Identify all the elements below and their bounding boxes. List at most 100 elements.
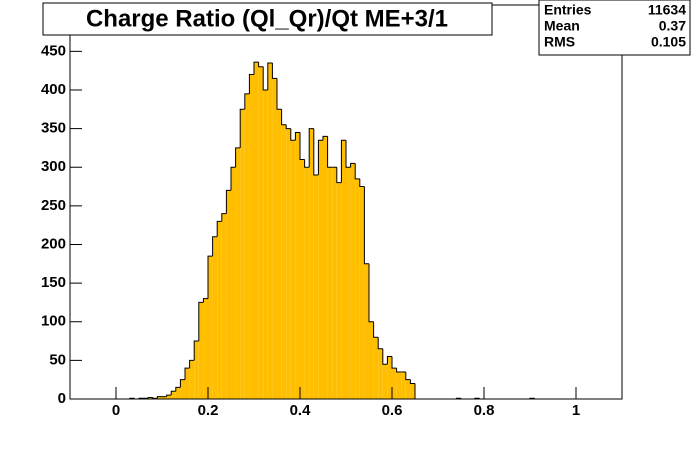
bar [313,174,319,399]
bar [254,62,259,399]
x-tick-label: 0.8 [474,402,495,419]
bar-outline [184,367,190,380]
bar [277,109,282,399]
bar-outline [175,386,181,392]
bar-outline [271,62,277,79]
bar-outline [290,128,296,141]
bar-outline [405,371,411,381]
bar [231,167,236,399]
bar [180,379,185,399]
bar [263,89,268,399]
bar [318,140,323,399]
bar-outline [156,396,162,399]
x-tick-label: 0 [112,402,120,419]
stats-value: 11634 [648,2,686,18]
bar [346,167,351,399]
x-tick-label: 0.2 [198,402,219,419]
bar [157,396,162,399]
bar-outline [202,298,208,303]
bar [235,147,241,399]
x-tick-label: 1 [572,402,580,419]
bar [290,140,296,399]
y-tick-label: 450 [41,42,66,59]
bar [295,132,300,399]
stats-box [538,0,691,56]
bar [198,302,204,399]
bar [378,348,383,399]
bar-outline [409,379,415,385]
y-tick-label: 0 [58,390,66,407]
bar-outline [304,159,310,168]
bar-outline [216,220,222,237]
bar [244,93,250,399]
bar [396,371,402,399]
y-tick-label: 100 [41,313,66,330]
bar [304,167,310,399]
bar-outline [299,132,305,161]
bar-outline [253,61,259,75]
bar-outline [147,396,153,399]
bar-outline [285,124,291,130]
bar-outline [152,397,158,399]
bar [359,186,365,399]
bar [185,368,190,399]
bar-outline [198,301,204,342]
bar-outline [239,108,245,148]
bar-outline [244,93,250,110]
bar [355,178,360,399]
bar-outline [294,131,300,141]
bar-outline [396,368,402,373]
stats-label: Entries [544,2,592,18]
bar-outline [317,139,323,175]
bar [212,236,218,399]
bar-outline [340,139,346,183]
bar-outline [322,135,328,141]
stats-value: 0.37 [659,18,686,34]
y-tick-label: 400 [41,81,66,98]
bar [364,263,369,399]
bar [272,78,277,400]
bar-outline [327,136,333,168]
y-tick-label: 50 [49,351,66,368]
y-tick-label: 300 [41,158,66,175]
bar [226,190,231,399]
bar [194,341,199,399]
stats-label: Mean [544,18,580,34]
bar-outline [386,356,392,365]
bar-outline [336,167,342,184]
bar-outline [207,255,213,299]
bar [373,337,379,399]
bar-outline [230,166,236,191]
bar-outline [345,140,351,168]
y-tick-label: 350 [41,120,66,137]
bar [401,371,406,399]
bar-outline [166,394,172,397]
bar [405,379,411,399]
bar-outline [313,128,319,176]
bar [323,136,328,400]
bar [336,182,342,399]
y-tick-label: 250 [41,197,66,214]
bar [208,256,213,399]
bar-outline [189,359,195,369]
x-tick-label: 0.6 [382,402,403,419]
bar [300,159,305,399]
bar-outline [350,162,356,168]
bar-outline [363,186,369,265]
bar-outline [267,62,273,90]
stats: Entries 11634 Mean 0.37 RMS 0.105 [544,2,686,50]
bar-outline [391,356,397,369]
bar-outline [248,74,254,94]
bar [281,124,287,400]
y-tick-label: 200 [41,235,66,252]
bar-outline [179,379,185,388]
bar-outline [221,213,227,222]
bar-outline [359,178,365,188]
x-tick-label: 0.4 [290,402,312,419]
bar [249,74,254,399]
bar [341,140,346,399]
bar [189,360,195,399]
bar [350,163,356,399]
stats-value: 0.105 [651,34,686,50]
